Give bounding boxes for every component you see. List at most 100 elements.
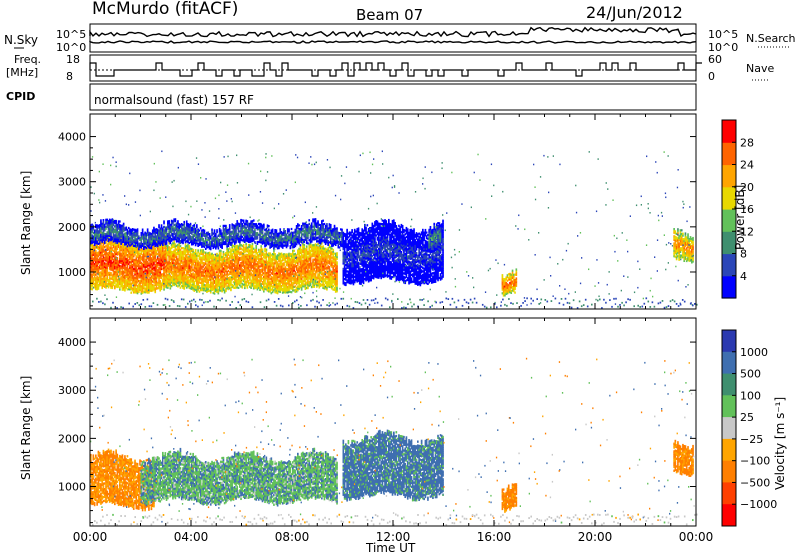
range-gate-cell (136, 242, 139, 245)
range-gate-cell (105, 254, 107, 257)
range-gate-cell (265, 257, 268, 260)
range-gate-cell (271, 280, 274, 283)
range-gate-cell (151, 258, 154, 261)
range-gate-cell (246, 261, 249, 264)
range-gate-cell (121, 256, 124, 259)
range-gate-cell (105, 245, 107, 248)
range-gate-cell (213, 261, 216, 265)
range-gate-cell (252, 285, 255, 288)
range-gate-cell (298, 256, 300, 260)
range-gate-cell (172, 238, 174, 241)
range-gate-cell (170, 243, 173, 246)
range-gate-cell (145, 241, 148, 244)
range-gate-cell (141, 257, 144, 260)
range-gate-cell (172, 252, 174, 256)
range-gate-cell (182, 286, 184, 289)
range-gate-cell (175, 284, 178, 287)
range-gate-cell (165, 237, 168, 240)
range-gate-cell (173, 251, 175, 254)
range-gate-cell (297, 274, 299, 277)
range-gate-cell (294, 285, 297, 288)
range-gate-cell (138, 248, 140, 251)
range-gate-cell (160, 236, 163, 240)
range-gate-cell (102, 256, 105, 259)
range-gate-cell (312, 282, 314, 285)
range-gate-cell (179, 250, 182, 253)
range-gate-cell (179, 279, 182, 282)
range-gate-cell (108, 279, 111, 282)
range-gate-cell (146, 230, 149, 233)
range-gate-cell (270, 277, 273, 280)
range-gate-cell (209, 285, 212, 289)
range-gate-cell (212, 279, 215, 282)
range-gate-cell (231, 256, 234, 260)
range-gate-cell (121, 226, 124, 229)
range-gate-cell (285, 253, 288, 256)
range-gate-cell (117, 269, 120, 272)
range-gate-cell (222, 279, 225, 283)
range-gate-cell (115, 234, 117, 237)
range-gate-cell (167, 274, 169, 277)
range-gate-cell (317, 268, 319, 271)
range-gate-cell (323, 267, 326, 270)
range-gate-cell (329, 257, 332, 260)
range-gate-cell (98, 251, 101, 255)
range-gate-cell (101, 285, 104, 288)
range-gate-cell (261, 259, 264, 262)
range-gate-cell (155, 238, 158, 242)
range-gate-cell (271, 289, 274, 292)
range-gate-cell (217, 292, 220, 295)
range-gate-cell (263, 263, 265, 266)
range-gate-cell (158, 240, 160, 243)
range-gate-cell (129, 284, 131, 287)
range-gate-cell (92, 261, 95, 264)
range-gate-cell (107, 225, 110, 228)
range-gate-cell (206, 272, 208, 275)
range-gate-cell (322, 286, 324, 290)
range-gate-cell (134, 269, 136, 272)
range-gate-cell (188, 283, 191, 286)
range-gate-cell (204, 284, 207, 287)
range-gate-cell (90, 275, 92, 278)
range-gate-cell (106, 257, 109, 261)
range-gate-cell (327, 265, 330, 268)
range-gate-cell (281, 259, 284, 262)
range-gate-cell (230, 252, 232, 256)
range-gate-cell (276, 274, 279, 277)
range-gate-cell (95, 244, 97, 247)
range-gate-cell (164, 282, 167, 285)
range-gate-cell (185, 266, 188, 269)
range-gate-cell (221, 275, 223, 278)
range-gate-cell (146, 291, 149, 294)
range-gate-cell (114, 281, 116, 284)
range-gate-cell (220, 269, 222, 272)
range-gate-cell (130, 262, 133, 265)
range-gate-cell (100, 258, 102, 261)
range-gate-cell (322, 247, 324, 250)
range-gate-cell (144, 247, 146, 251)
range-gate-cell (93, 286, 96, 289)
range-gate-cell (299, 262, 302, 265)
range-gate-cell (98, 268, 101, 271)
range-gate-cell (329, 249, 332, 253)
range-gate-cell (180, 285, 183, 288)
range-gate-cell (192, 256, 194, 259)
range-gate-cell (131, 280, 134, 283)
range-gate-cell (321, 269, 323, 272)
range-gate-cell (217, 265, 220, 268)
range-gate-cell (194, 259, 197, 263)
range-gate-cell (180, 272, 183, 275)
range-gate-cell (107, 264, 110, 267)
range-gate-cell (245, 277, 247, 280)
range-gate-cell (231, 267, 234, 270)
range-gate-cell (108, 253, 111, 256)
range-gate-cell (305, 265, 308, 268)
range-gate-cell (115, 230, 117, 234)
range-gate-cell (217, 290, 220, 293)
range-gate-cell (105, 220, 107, 223)
range-gate-cell (294, 279, 297, 283)
range-gate-cell (196, 279, 198, 282)
range-gate-cell (265, 282, 268, 286)
range-gate-cell (170, 252, 173, 255)
range-gate-cell (155, 282, 158, 285)
